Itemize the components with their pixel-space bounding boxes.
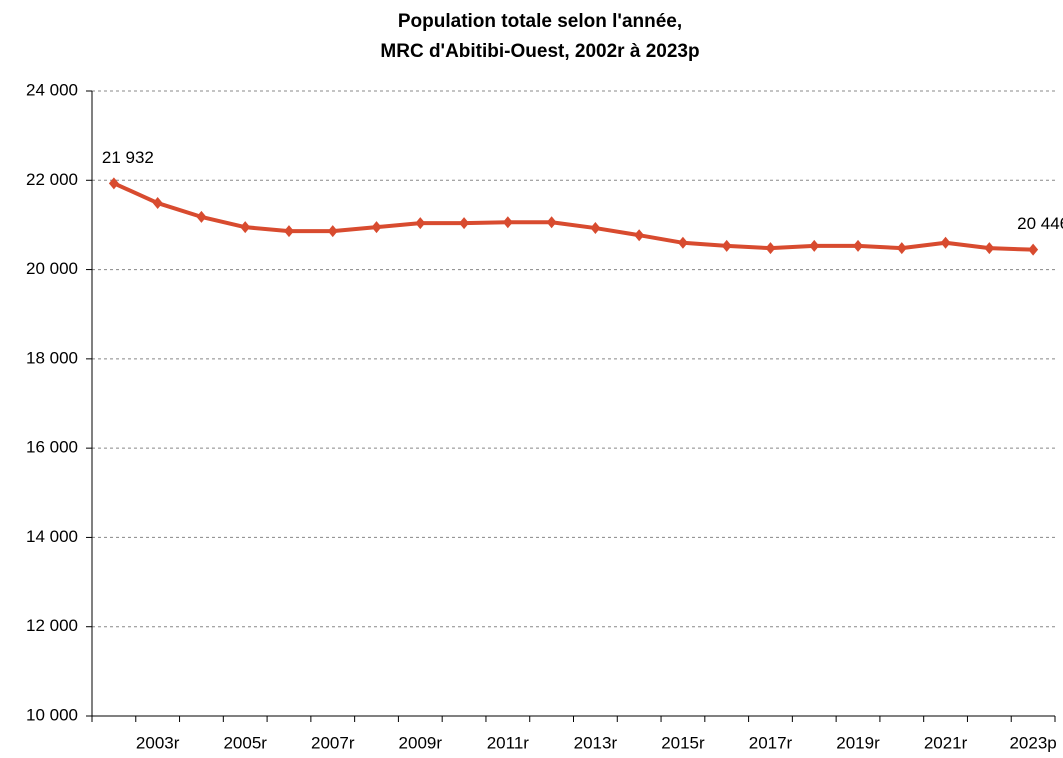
x-tick-label: 2021r xyxy=(924,733,968,752)
point xyxy=(502,216,513,229)
y-tick-label: 22 000 xyxy=(26,170,78,189)
point xyxy=(940,236,951,249)
data-label: 20 446 xyxy=(1017,214,1063,233)
point xyxy=(809,239,820,252)
y-tick-label: 20 000 xyxy=(26,259,78,278)
point xyxy=(677,236,688,249)
x-tick-label: 2017r xyxy=(749,733,793,752)
x-tick-label: 2019r xyxy=(836,733,880,752)
point xyxy=(765,242,776,255)
point xyxy=(984,242,995,255)
point xyxy=(546,216,557,229)
point xyxy=(108,177,119,190)
point xyxy=(152,197,163,210)
y-tick-label: 14 000 xyxy=(26,527,78,546)
y-tick-label: 16 000 xyxy=(26,438,78,457)
x-tick-label: 2005r xyxy=(223,733,267,752)
point xyxy=(1028,243,1039,256)
point xyxy=(371,221,382,234)
x-tick-label: 2009r xyxy=(399,733,443,752)
data-label: 21 932 xyxy=(102,148,154,167)
point xyxy=(634,229,645,242)
point xyxy=(415,217,426,230)
chart-title: Population totale selon l'année, xyxy=(398,11,682,32)
x-tick-label: 2015r xyxy=(661,733,705,752)
point xyxy=(459,217,470,230)
x-tick-label: 2003r xyxy=(136,733,180,752)
point xyxy=(283,225,294,238)
x-tick-label: 2007r xyxy=(311,733,355,752)
point xyxy=(240,221,251,234)
y-tick-label: 18 000 xyxy=(26,348,78,367)
x-tick-label: 2023p xyxy=(1009,733,1056,752)
line xyxy=(113,181,1034,252)
point xyxy=(896,242,907,255)
chart-title: MRC d'Abitibi-Ouest, 2002r à 2023p xyxy=(380,41,699,62)
point xyxy=(327,225,338,238)
point xyxy=(196,210,207,223)
x-tick-label: 2011r xyxy=(487,733,530,752)
x-tick-label: 2013r xyxy=(574,733,618,752)
y-tick-label: 10 000 xyxy=(26,705,78,724)
y-tick-label: 24 000 xyxy=(26,80,78,99)
y-tick-label: 12 000 xyxy=(26,616,78,635)
point xyxy=(721,239,732,252)
point xyxy=(853,239,864,252)
point xyxy=(590,222,601,235)
